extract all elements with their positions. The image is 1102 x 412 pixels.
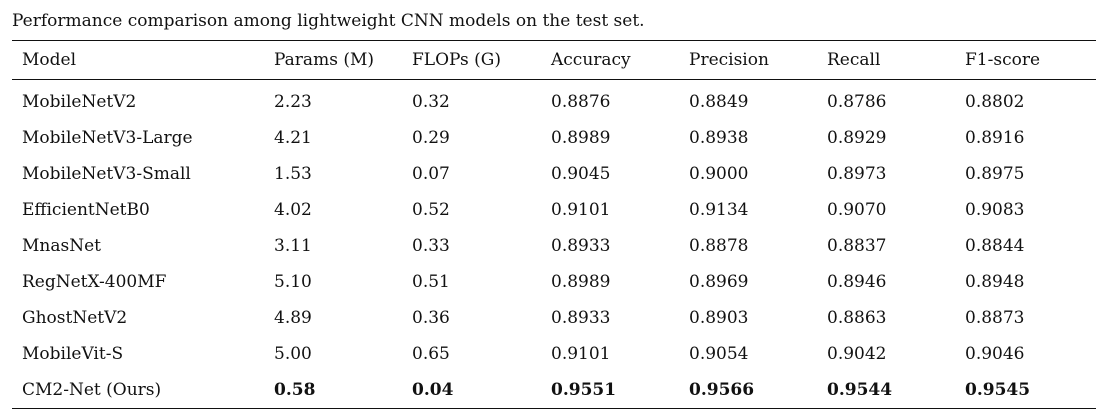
header-model: Model [22,50,77,70]
cell-recall: 0.8837 [827,236,887,256]
cell-recall: 0.8786 [827,92,887,112]
cell-accuracy: 0.8989 [551,272,611,292]
cell-params: 1.53 [274,164,312,184]
cell-accuracy: 0.8933 [551,236,611,256]
header-precision: Precision [689,50,769,70]
table-row: MobileNetV3-Small 1.53 0.07 0.9045 0.900… [12,156,1096,192]
cell-model: CM2-Net (Ours) [22,380,162,400]
cell-flops: 0.52 [412,200,450,220]
table-body: MobileNetV2 2.23 0.32 0.8876 0.8849 0.87… [12,80,1096,409]
cell-f1: 0.8975 [965,164,1025,184]
cell-f1: 0.8802 [965,92,1025,112]
header-row: Model Params (M) FLOPs (G) Accuracy Prec… [12,40,1096,80]
cell-model: MnasNet [22,236,101,256]
cell-f1: 0.8916 [965,128,1025,148]
cell-f1: 0.8844 [965,236,1025,256]
cell-flops: 0.33 [412,236,450,256]
table-caption: Performance comparison among lightweight… [12,11,645,31]
cell-precision: 0.8938 [689,128,749,148]
cell-f1: 0.9083 [965,200,1025,220]
cell-f1: 0.9046 [965,344,1025,364]
header-params: Params (M) [274,50,374,70]
table-row: GhostNetV2 4.89 0.36 0.8933 0.8903 0.886… [12,300,1096,336]
cell-precision: 0.9000 [689,164,749,184]
header-flops: FLOPs (G) [412,50,501,70]
cell-model: MobileNetV2 [22,92,137,112]
cell-precision: 0.8969 [689,272,749,292]
cell-precision: 0.8903 [689,308,749,328]
cell-model: RegNetX-400MF [22,272,167,292]
cell-model: MobileVit-S [22,344,124,364]
cell-params: 2.23 [274,92,312,112]
cell-recall: 0.9042 [827,344,887,364]
cell-model: GhostNetV2 [22,308,128,328]
cell-flops: 0.04 [412,380,454,400]
table-row: MnasNet 3.11 0.33 0.8933 0.8878 0.8837 0… [12,228,1096,264]
cell-accuracy: 0.9045 [551,164,611,184]
table-header: Model Params (M) FLOPs (G) Accuracy Prec… [12,40,1096,80]
header-f1: F1-score [965,50,1041,70]
table-row: MobileNetV3-Large 4.21 0.29 0.8989 0.893… [12,120,1096,156]
cell-accuracy: 0.9101 [551,344,611,364]
cell-flops: 0.32 [412,92,450,112]
header-recall: Recall [827,50,881,70]
cell-flops: 0.07 [412,164,450,184]
comparison-table: Model Params (M) FLOPs (G) Accuracy Prec… [12,40,1096,409]
cell-params: 4.21 [274,128,312,148]
cell-params: 0.58 [274,380,316,400]
table-row: RegNetX-400MF 5.10 0.51 0.8989 0.8969 0.… [12,264,1096,300]
table-row: MobileVit-S 5.00 0.65 0.9101 0.9054 0.90… [12,336,1096,372]
cell-params: 4.89 [274,308,312,328]
table-container: Model Params (M) FLOPs (G) Accuracy Prec… [12,40,1096,409]
cell-precision: 0.9566 [689,380,755,400]
cell-recall: 0.8863 [827,308,887,328]
cell-recall: 0.8973 [827,164,887,184]
cell-params: 3.11 [274,236,312,256]
cell-accuracy: 0.8933 [551,308,611,328]
header-accuracy: Accuracy [551,50,631,70]
cell-f1: 0.8873 [965,308,1025,328]
cell-precision: 0.9134 [689,200,749,220]
cell-precision: 0.8878 [689,236,749,256]
cell-accuracy: 0.8989 [551,128,611,148]
cell-params: 5.00 [274,344,312,364]
cell-params: 5.10 [274,272,312,292]
cell-accuracy: 0.8876 [551,92,611,112]
cell-flops: 0.36 [412,308,450,328]
cell-precision: 0.8849 [689,92,749,112]
table-row: EfficientNetB0 4.02 0.52 0.9101 0.9134 0… [12,192,1096,228]
table-row: MobileNetV2 2.23 0.32 0.8876 0.8849 0.87… [12,80,1096,121]
cell-recall: 0.8946 [827,272,887,292]
cell-precision: 0.9054 [689,344,749,364]
cell-accuracy: 0.9101 [551,200,611,220]
cell-recall: 0.9070 [827,200,887,220]
cell-recall: 0.8929 [827,128,887,148]
cell-f1: 0.8948 [965,272,1025,292]
cell-model: MobileNetV3-Small [22,164,191,184]
cell-flops: 0.65 [412,344,450,364]
cell-flops: 0.51 [412,272,450,292]
cell-f1: 0.9545 [965,380,1031,400]
cell-recall: 0.9544 [827,380,893,400]
cell-params: 4.02 [274,200,312,220]
cell-model: MobileNetV3-Large [22,128,193,148]
cell-flops: 0.29 [412,128,450,148]
table-row-ours: CM2-Net (Ours) 0.58 0.04 0.9551 0.9566 0… [12,372,1096,409]
cell-accuracy: 0.9551 [551,380,617,400]
cell-model: EfficientNetB0 [22,200,150,220]
